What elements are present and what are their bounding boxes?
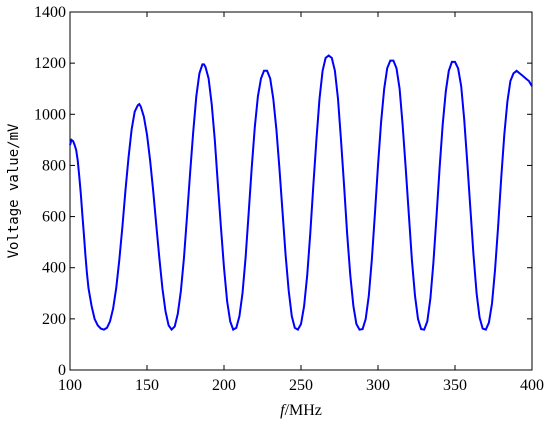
x-ticks: 100 150 200 250 300 350 400 (58, 12, 544, 394)
y-tick-label: 1000 (34, 106, 66, 123)
x-tick-label: 200 (212, 377, 236, 394)
y-tick-label: 200 (42, 311, 66, 328)
y-tick-label: 600 (42, 209, 66, 226)
x-tick-label: 350 (443, 377, 467, 394)
x-tick-label: 400 (520, 377, 544, 394)
x-tick-label: 100 (58, 377, 82, 394)
x-tick-label: 300 (366, 377, 390, 394)
series-line (69, 54, 533, 332)
plot-area (69, 11, 533, 371)
y-tick-label: 0 (58, 362, 66, 379)
x-axis-label: f/MHz (280, 402, 322, 419)
x-tick-label: 250 (289, 377, 313, 394)
x-tick-label: 150 (135, 377, 159, 394)
x-axis-label-italic: f (280, 402, 287, 419)
y-axis-label: Voltage value/mV (6, 123, 22, 258)
x-axis-label-unit: /MHz (285, 402, 322, 419)
y-tick-label: 800 (42, 157, 66, 174)
y-tick-label: 1400 (34, 4, 66, 21)
y-ticks: 0 200 400 600 800 1000 1200 1400 (34, 4, 532, 379)
y-tick-label: 1200 (34, 55, 66, 72)
y-tick-label: 400 (42, 260, 66, 277)
